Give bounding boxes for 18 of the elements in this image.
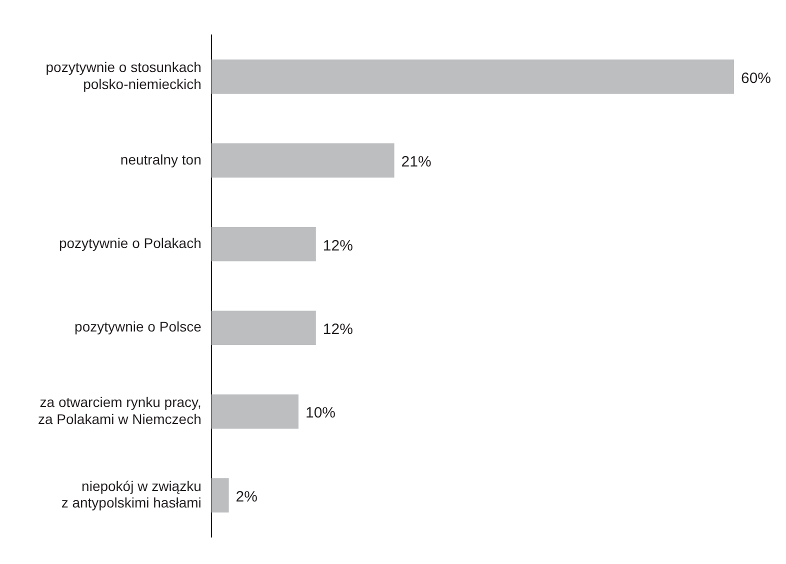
bar <box>211 60 734 94</box>
y-tick-label: neutralny ton <box>120 151 202 168</box>
bar <box>211 478 229 512</box>
data-label: 21% <box>401 154 432 171</box>
bar <box>211 394 298 429</box>
bar <box>211 143 394 178</box>
y-tick-label: za otwarciem rynku pracy, za Polakami w Niemczech <box>38 394 202 427</box>
y-tick-label: pozytywnie o Polsce <box>74 318 202 335</box>
bar <box>211 310 316 346</box>
y-tick-label: pozytywnie o stosunkach polsko-niemieckich <box>46 59 202 92</box>
y-tick-label: niepokój w związku z antypolskimi hasłami <box>61 478 202 511</box>
data-label: 12% <box>322 237 353 254</box>
data-label: 2% <box>236 488 258 506</box>
data-label: 12% <box>322 321 353 338</box>
data-label: 10% <box>305 404 336 422</box>
bar <box>211 226 316 262</box>
y-tick-label: pozytywnie o Polakach <box>58 234 202 251</box>
data-label: 60% <box>741 70 772 87</box>
